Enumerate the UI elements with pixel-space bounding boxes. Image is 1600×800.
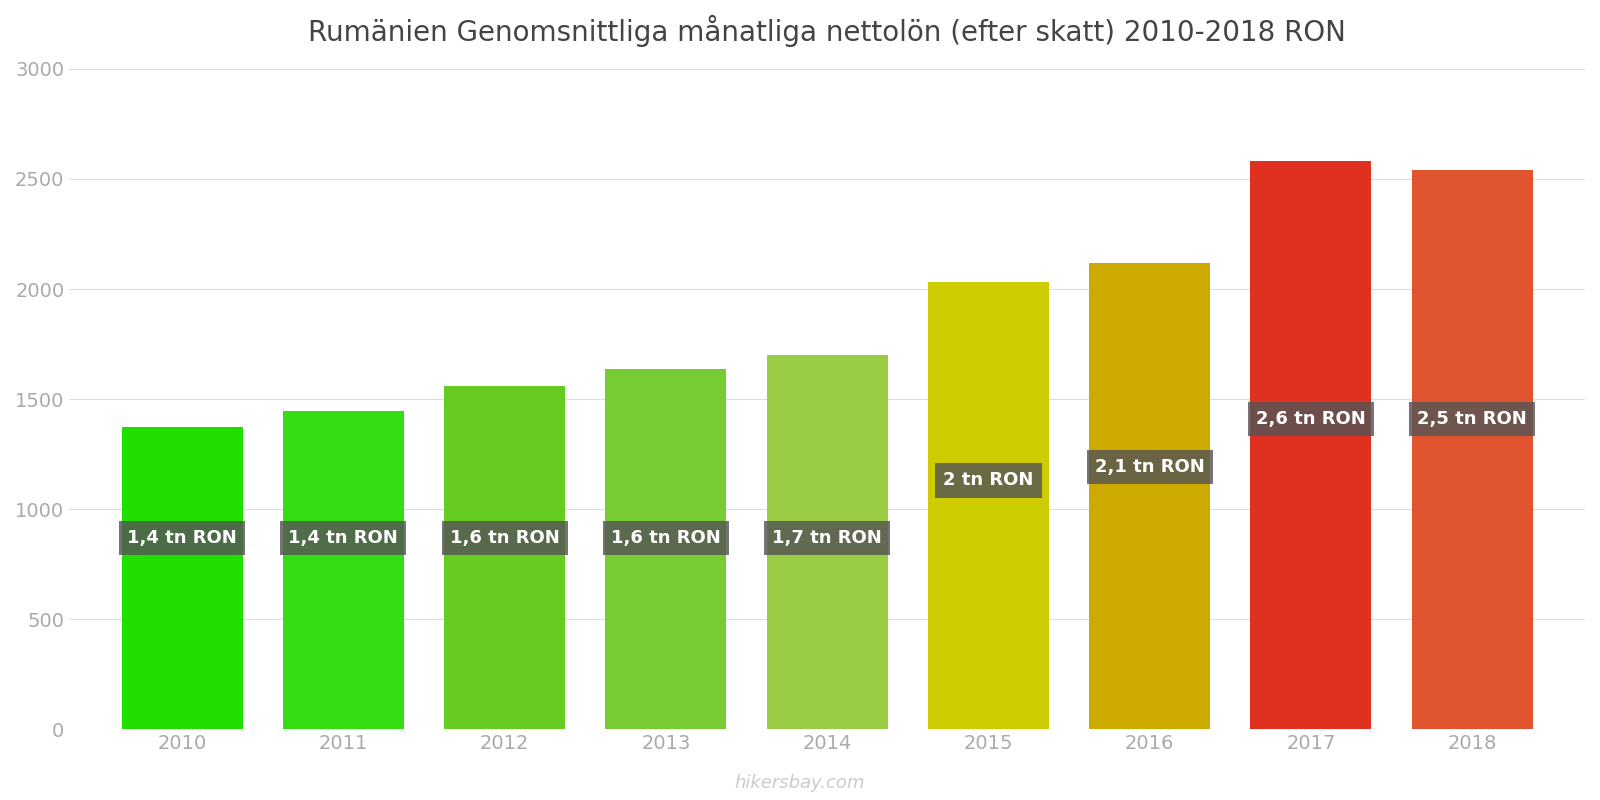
Text: 2,1 tn RON: 2,1 tn RON [1094,458,1205,476]
Text: 1,4 tn RON: 1,4 tn RON [128,529,237,546]
Bar [1251,162,1371,729]
Text: hikersbay.com: hikersbay.com [734,774,866,792]
Text: 2,5 tn RON: 2,5 tn RON [1418,410,1526,428]
Title: Rumänien Genomsnittliga månatliga nettolön (efter skatt) 2010-2018 RON: Rumänien Genomsnittliga månatliga nettol… [309,15,1346,47]
Bar [122,426,243,729]
Bar [928,282,1050,729]
Text: 1,4 tn RON: 1,4 tn RON [288,529,398,546]
Text: 2,6 tn RON: 2,6 tn RON [1256,410,1366,428]
Bar [1411,170,1533,729]
Text: 1,7 tn RON: 1,7 tn RON [773,529,882,546]
Bar [605,369,726,729]
Bar [766,355,888,729]
Text: 1,6 tn RON: 1,6 tn RON [611,529,720,546]
Text: 2 tn RON: 2 tn RON [942,471,1034,490]
Bar [283,411,403,729]
Text: 1,6 tn RON: 1,6 tn RON [450,529,560,546]
Bar [1090,262,1210,729]
Bar [445,386,565,729]
